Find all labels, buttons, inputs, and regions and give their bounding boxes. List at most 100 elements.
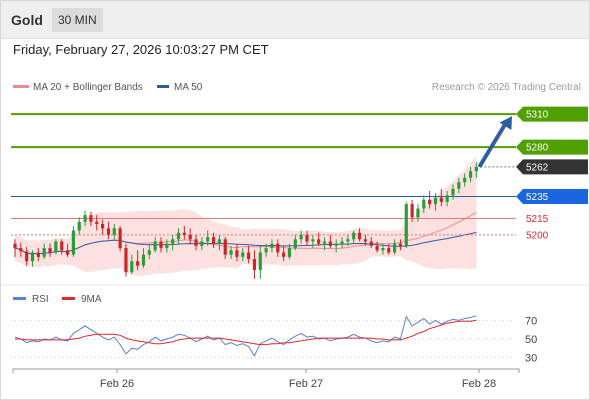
- candle-body: [282, 252, 286, 257]
- candle-body: [229, 250, 233, 255]
- copyright-text: Research © 2026 Trading Central: [432, 82, 581, 93]
- candle-body: [474, 166, 478, 172]
- candle-body: [71, 230, 75, 255]
- rsi-legend: RSI 9MA: [13, 294, 102, 305]
- candle-body: [357, 232, 362, 240]
- legend-label-ma20: MA 20 + Bollinger Bands: [33, 82, 143, 93]
- candle-body: [200, 241, 204, 246]
- candle-body: [241, 252, 245, 257]
- candle-body: [293, 239, 297, 249]
- candle-body: [206, 237, 210, 242]
- legend-label-9ma: 9MA: [81, 294, 102, 305]
- candle-body: [258, 252, 262, 271]
- legend-label-ma50: MA 50: [174, 82, 203, 93]
- candle-body: [136, 261, 140, 266]
- resistance-tag: [516, 139, 588, 155]
- candle-body: [287, 248, 292, 257]
- resistance-value: 5280: [526, 143, 549, 154]
- candle-body: [334, 243, 338, 246]
- current-price-tag: [516, 159, 588, 175]
- candle-body: [30, 252, 35, 262]
- support-value: 5200: [526, 230, 549, 241]
- candle-body: [422, 199, 426, 209]
- candle-body: [252, 259, 257, 271]
- candle-body: [463, 177, 467, 183]
- pivot-tag: [516, 188, 588, 204]
- candle-body: [264, 248, 268, 253]
- candle-body: [124, 248, 128, 273]
- candle-body: [95, 221, 99, 224]
- candle-body: [147, 250, 151, 255]
- candle-body: [25, 251, 29, 262]
- candle-body: [153, 241, 157, 251]
- candle-body: [101, 223, 105, 229]
- legend-swatch-9ma: [62, 297, 75, 300]
- candle-body: [416, 208, 420, 218]
- rsi-line: [14, 315, 477, 357]
- candle-body: [410, 204, 414, 218]
- candle-body: [404, 204, 408, 246]
- candle-body: [299, 234, 303, 240]
- time-tick-label: Feb 27: [289, 378, 323, 390]
- candle-body: [54, 241, 58, 253]
- time-tick-label: Feb 26: [100, 378, 134, 390]
- candle-body: [311, 239, 315, 242]
- time-axis-line: [12, 368, 520, 373]
- candle-body: [276, 243, 280, 253]
- rsi-ma-line: [15, 319, 477, 346]
- candle-body: [19, 248, 23, 252]
- candle-body: [340, 241, 344, 244]
- candle-body: [247, 252, 251, 260]
- candle-body: [445, 195, 449, 202]
- bollinger-band: [15, 156, 477, 277]
- candle-body: [83, 215, 87, 222]
- candle-body: [89, 215, 93, 222]
- current-price-value: 5262: [526, 162, 549, 173]
- timeframe-badge[interactable]: 30 MIN: [52, 8, 103, 32]
- candle-body: [141, 254, 146, 266]
- time-tick-label: Feb 28: [462, 378, 496, 390]
- target-arrow-shaft: [477, 120, 509, 168]
- candle-body: [270, 243, 274, 249]
- candle-body: [159, 241, 163, 249]
- candle-body: [457, 182, 461, 189]
- candle-body: [211, 237, 216, 244]
- target-arrow-head: [499, 116, 512, 131]
- candle-body: [428, 199, 432, 205]
- candle-body: [468, 171, 473, 178]
- legend-swatch-ma50: [157, 85, 169, 88]
- candle-body: [171, 239, 175, 244]
- candle-body: [393, 243, 397, 253]
- chart-datetime: Friday, February 27, 2026 10:03:27 PM CE…: [13, 42, 269, 57]
- resistance-tag: [516, 106, 588, 122]
- candle-body: [317, 239, 321, 244]
- candle-body: [118, 228, 122, 249]
- candle-body: [387, 248, 391, 253]
- candle-body: [322, 241, 327, 244]
- candle-body: [112, 228, 116, 235]
- support-value: 5215: [526, 214, 549, 225]
- legend-swatch-rsi: [13, 297, 26, 300]
- candle-body: [223, 239, 227, 255]
- rsi-plot: 70 50 30: [11, 315, 537, 365]
- candle-body: [352, 232, 356, 240]
- candle-body: [433, 197, 438, 205]
- candle-body: [188, 234, 192, 240]
- candle-body: [77, 221, 81, 231]
- candle-body: [182, 232, 186, 235]
- instrument-title: Gold: [11, 12, 43, 28]
- candle-body: [130, 261, 134, 273]
- legend-swatch-ma20: [13, 85, 29, 88]
- candle-body: [398, 243, 403, 246]
- candle-body: [363, 239, 367, 242]
- chart-header: Gold 30 MIN: [1, 1, 589, 39]
- candle-body: [328, 241, 332, 246]
- candle-body: [369, 241, 373, 246]
- pivot-value: 5235: [526, 192, 549, 203]
- candle-body: [375, 245, 379, 251]
- candle-body: [235, 250, 239, 257]
- ma50-line: [14, 231, 477, 255]
- candle-body: [305, 234, 309, 242]
